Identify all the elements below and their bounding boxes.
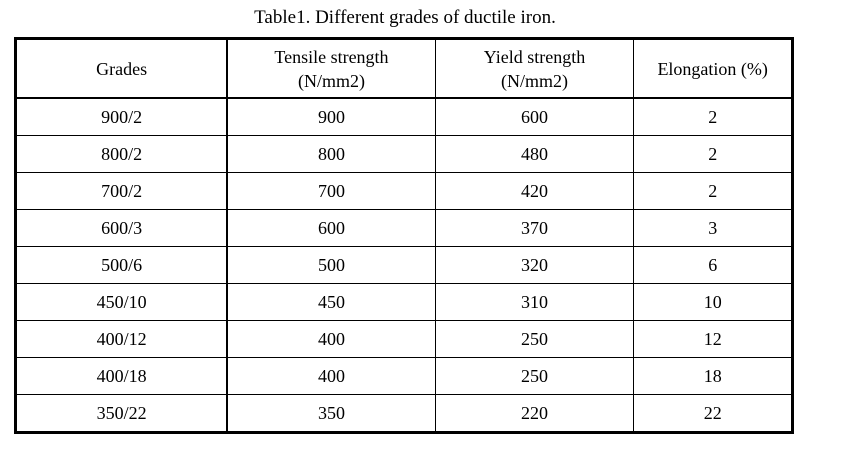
column-header-tensile-strength: Tensile strength (N/mm2) [226,38,436,99]
cell-grade: 350/22 [15,394,229,433]
cell-yield-strength: 320 [434,246,635,284]
table-row: 600/3 600 370 3 [15,209,793,247]
cell-elongation: 10 [633,283,793,321]
cell-grade: 900/2 [15,97,229,136]
header-line: (N/mm2) [500,70,568,91]
cell-tensile-strength: 350 [226,394,436,433]
header-line: Yield strength [483,46,586,67]
cell-yield-strength: 480 [434,135,635,173]
cell-grade: 500/6 [15,246,229,284]
ductile-iron-grades-table: Grades Tensile strength (N/mm2) Yield st… [14,37,794,434]
cell-grade: 400/12 [15,320,229,358]
cell-grade: 600/3 [15,209,229,247]
cell-yield-strength: 420 [434,172,635,210]
table-row: 400/12 400 250 12 [15,320,793,358]
cell-grade: 700/2 [15,172,229,210]
column-header-elongation: Elongation (%) [633,38,793,99]
table-row: 700/2 700 420 2 [15,172,793,210]
cell-elongation: 22 [633,394,793,433]
cell-tensile-strength: 450 [226,283,436,321]
cell-grade: 800/2 [15,135,229,173]
cell-elongation: 2 [633,97,793,136]
table-row: 400/18 400 250 18 [15,357,793,395]
cell-tensile-strength: 600 [226,209,436,247]
cell-tensile-strength: 400 [226,357,436,395]
cell-grade: 400/18 [15,357,229,395]
header-line: Grades [96,58,148,79]
cell-elongation: 2 [633,135,793,173]
cell-tensile-strength: 400 [226,320,436,358]
cell-elongation: 12 [633,320,793,358]
table-row: 500/6 500 320 6 [15,246,793,284]
table-row: 350/22 350 220 22 [15,394,793,433]
cell-tensile-strength: 500 [226,246,436,284]
cell-elongation: 2 [633,172,793,210]
cell-yield-strength: 600 [434,97,635,136]
cell-elongation: 18 [633,357,793,395]
table-row: 800/2 800 480 2 [15,135,793,173]
table-caption: Table1. Different grades of ductile iron… [254,7,556,28]
header-row: Grades Tensile strength (N/mm2) Yield st… [15,38,793,99]
header-line: Elongation (%) [657,58,768,79]
cell-elongation: 6 [633,246,793,284]
header-line: (N/mm2) [297,70,365,91]
cell-tensile-strength: 700 [226,172,436,210]
cell-yield-strength: 250 [434,357,635,395]
table-row: 900/2 900 600 2 [15,97,793,136]
table-row: 450/10 450 310 10 [15,283,793,321]
cell-tensile-strength: 800 [226,135,436,173]
column-header-grades: Grades [15,38,229,99]
cell-yield-strength: 310 [434,283,635,321]
cell-grade: 450/10 [15,283,229,321]
cell-tensile-strength: 900 [226,97,436,136]
column-header-yield-strength: Yield strength (N/mm2) [434,38,635,99]
cell-elongation: 3 [633,209,793,247]
header-line: Tensile strength [274,46,389,67]
cell-yield-strength: 370 [434,209,635,247]
cell-yield-strength: 250 [434,320,635,358]
cell-yield-strength: 220 [434,394,635,433]
